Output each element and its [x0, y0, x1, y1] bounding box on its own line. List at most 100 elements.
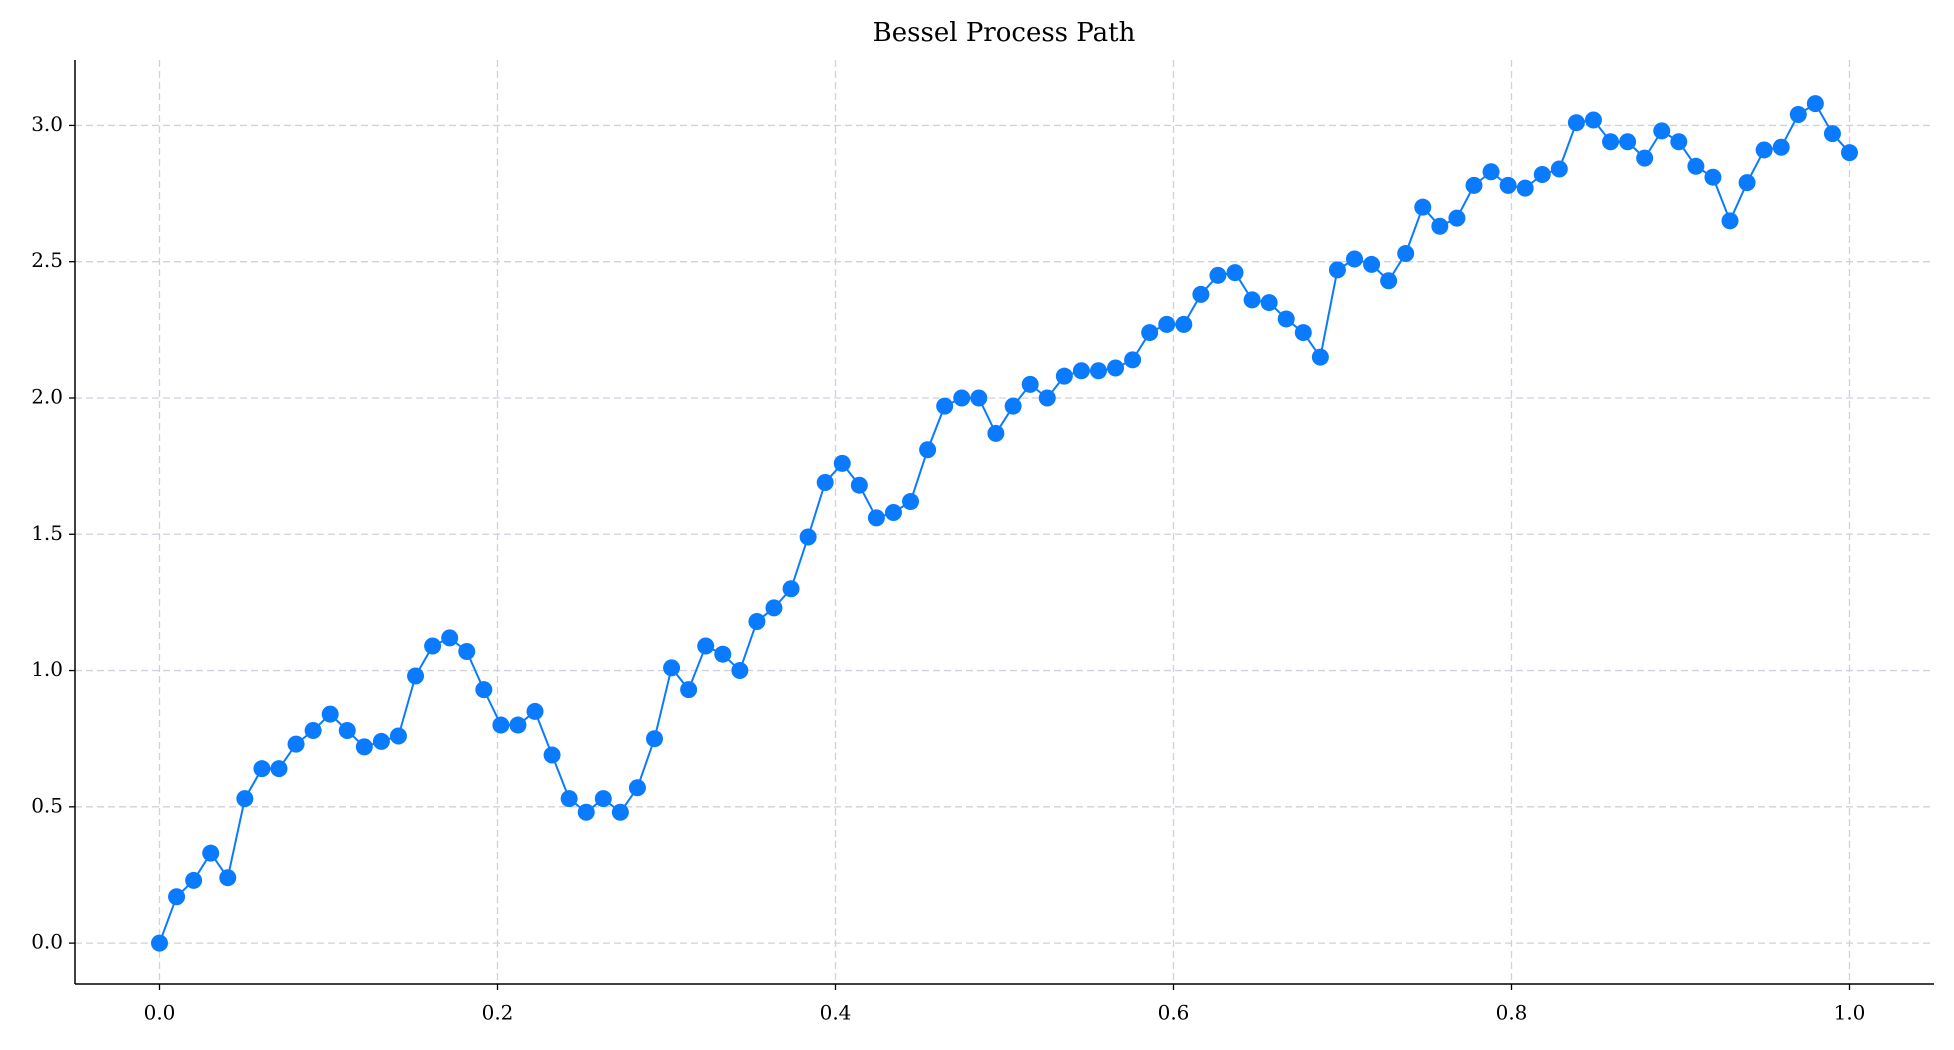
x-tick-label: 1.0 [1834, 1001, 1866, 1025]
point [1328, 261, 1346, 279]
point [663, 659, 681, 677]
point [1841, 144, 1858, 162]
point [628, 779, 646, 797]
x-tick-label: 0.0 [144, 1001, 176, 1025]
point [1209, 266, 1227, 284]
point [1704, 168, 1722, 186]
point [1226, 264, 1244, 282]
point [902, 493, 920, 511]
point [1567, 114, 1585, 132]
point [1499, 176, 1517, 194]
point [475, 681, 493, 699]
point [389, 727, 407, 745]
point [987, 424, 1005, 442]
point [270, 760, 288, 778]
point [202, 844, 220, 862]
point [1431, 217, 1449, 235]
x-tick-label: 0.6 [1158, 1001, 1190, 1025]
point [1380, 272, 1398, 290]
point [372, 732, 390, 750]
chart-title: Bessel Process Path [873, 18, 1136, 48]
point [1124, 351, 1142, 369]
point [714, 645, 732, 663]
point [1619, 133, 1637, 151]
point [1414, 198, 1432, 216]
point [1602, 133, 1620, 151]
point [1636, 149, 1654, 167]
point [1738, 174, 1756, 192]
point [509, 716, 527, 734]
point [577, 803, 595, 821]
point [867, 509, 885, 527]
point [799, 528, 817, 546]
point [748, 612, 766, 630]
point [1823, 125, 1841, 143]
point [321, 705, 339, 723]
x-tick-label: 0.4 [820, 1001, 852, 1025]
point [236, 790, 254, 808]
x-tick-label: 0.2 [482, 1001, 514, 1025]
point [1772, 138, 1790, 156]
point [1584, 111, 1602, 129]
point [1311, 348, 1329, 366]
point [731, 662, 749, 680]
point [560, 790, 578, 808]
point [646, 730, 664, 748]
point [1550, 160, 1568, 178]
point [355, 738, 373, 756]
point [919, 441, 937, 459]
point [287, 735, 305, 753]
point [1141, 324, 1159, 342]
point [1670, 133, 1688, 151]
point [1721, 212, 1739, 230]
point [1158, 315, 1176, 333]
point [424, 637, 442, 655]
point [782, 580, 800, 598]
y-tick-label: 3.0 [31, 112, 63, 136]
point [1653, 122, 1671, 140]
point [543, 746, 561, 764]
series-line [158, 102, 1851, 944]
point [1107, 359, 1125, 377]
point [1294, 324, 1312, 342]
point [1789, 106, 1807, 124]
point [441, 629, 459, 647]
point [407, 667, 425, 685]
point [816, 473, 834, 491]
y-tick-label: 0.0 [31, 930, 63, 954]
point [1072, 362, 1090, 380]
point [1004, 397, 1022, 415]
x-tick-label: 0.8 [1496, 1001, 1528, 1025]
point [1806, 95, 1824, 113]
point [1448, 209, 1466, 227]
point [1533, 165, 1551, 183]
point [953, 389, 971, 407]
point [594, 790, 612, 808]
point [253, 760, 271, 778]
y-tick-label: 0.5 [31, 793, 63, 817]
point [833, 454, 851, 472]
y-tick-label: 2.0 [31, 384, 63, 408]
point [458, 642, 476, 660]
point [1055, 367, 1073, 385]
point [1345, 250, 1363, 268]
point [765, 599, 783, 617]
point [1175, 315, 1193, 333]
y-tick-label: 1.5 [31, 521, 63, 545]
point [151, 934, 168, 952]
y-tick-label: 2.5 [31, 248, 63, 272]
point [338, 722, 356, 740]
point [850, 476, 868, 494]
point [304, 722, 322, 740]
point [1465, 176, 1483, 194]
point [611, 803, 629, 821]
point [936, 397, 954, 415]
point [168, 888, 186, 906]
point [680, 681, 698, 699]
point [1089, 362, 1107, 380]
point [1277, 310, 1295, 328]
point [1397, 245, 1415, 263]
point [1516, 179, 1534, 197]
point [1260, 294, 1278, 312]
